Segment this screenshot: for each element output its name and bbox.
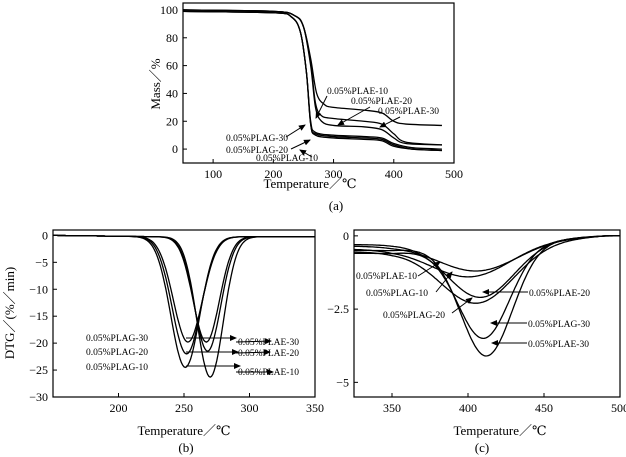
b-xtick-label: 200 <box>110 401 128 415</box>
a-series-0-05-plae-30 <box>182 9 442 127</box>
c-label-plae30: 0.05%PLAE-30 <box>528 340 589 350</box>
a-arrow-plag30 <box>285 124 306 138</box>
c-ytick-label: −2.5 <box>327 302 349 316</box>
c-label-plag10: 0.05%PLAG-10 <box>366 289 428 299</box>
a-xtick-label: 200 <box>264 167 282 181</box>
panel-c-curves <box>353 235 620 357</box>
a-xtick-label: 300 <box>325 167 343 181</box>
panel-b-curves <box>53 234 315 378</box>
a-label-plae30: 0.05%PLAE-30 <box>378 107 439 117</box>
b-series-0-05-plae-30 <box>53 234 315 343</box>
b-ytick-label: −20 <box>29 336 48 350</box>
b-label-plag30: 0.05%PLAG-30 <box>86 334 148 344</box>
c-ytick-label: 0 <box>343 229 349 243</box>
a-ytick-label: 100 <box>160 3 178 17</box>
panel-b: 200 250 300 350 0 −5 −10 −15 −20 −25 −30 Temperatu… <box>2 228 324 455</box>
b-label-plae20: 0.05%PLAE-20 <box>238 349 299 359</box>
c-label-plae20: 0.05%PLAE-20 <box>529 289 590 299</box>
panel-b-xlabel: Temperature／℃ <box>137 423 230 438</box>
b-series-0-05-plag-30 <box>53 234 315 343</box>
b-ytick-label: −30 <box>29 390 48 404</box>
a-arrow-plae10 <box>315 95 328 119</box>
a-label-plag20: 0.05%PLAG-20 <box>226 146 288 156</box>
a-ytick-label: 0 <box>172 142 178 156</box>
b-ytick-label: −5 <box>35 255 48 269</box>
a-label-plag30: 0.05%PLAG-30 <box>226 134 288 144</box>
a-xtick-label: 100 <box>204 167 222 181</box>
panel-a-curves <box>182 9 443 152</box>
panel-b-caption: (b) <box>178 440 193 455</box>
a-arrow-plae30 <box>379 116 401 128</box>
panel-a-ticks: 100 200 300 400 500 0 20 40 60 80 100 <box>160 3 463 181</box>
c-arrow-plag10 <box>435 271 453 293</box>
panel-c-xlabel: Temperature／℃ <box>453 423 546 438</box>
panel-c-frame <box>353 229 621 398</box>
panel-a: 100 200 300 400 500 0 20 40 60 80 100 Temperature／… <box>148 2 463 213</box>
c-xtick-label: 500 <box>611 401 626 415</box>
b-arrow-plae20 <box>235 349 271 356</box>
c-xtick-label: 400 <box>459 401 477 415</box>
a-arrow-plag10 <box>299 149 313 158</box>
c-xtick-label: 350 <box>383 401 401 415</box>
a-arrow-plae20 <box>337 106 371 126</box>
b-arrow-plae30 <box>235 338 272 345</box>
panel-c-ticks: 350 400 450 500 0 −2.5 −5 <box>327 229 626 415</box>
b-ytick-label: −15 <box>29 309 48 323</box>
c-arrow-plag20 <box>451 297 473 314</box>
b-label-plag20: 0.05%PLAG-20 <box>86 348 148 358</box>
b-label-plag10: 0.05%PLAG-10 <box>86 363 148 373</box>
a-ytick-label: 20 <box>166 114 178 128</box>
b-ytick-label: −10 <box>29 282 48 296</box>
b-xtick-label: 300 <box>241 401 259 415</box>
a-series-0-05-plag-30 <box>182 10 442 150</box>
c-label-plag30: 0.05%PLAG-30 <box>528 320 590 330</box>
a-xtick-label: 500 <box>445 167 463 181</box>
a-ytick-label: 60 <box>166 59 178 73</box>
b-xtick-label: 250 <box>175 401 193 415</box>
c-series-0-05-plag-20 <box>354 235 620 304</box>
panel-a-xlabel: Temperature／℃ <box>263 176 356 191</box>
c-series-0-05-plae-30 <box>354 235 620 357</box>
a-arrow-plag20 <box>290 139 311 150</box>
panel-b-ylabel: DTG／(%／min) <box>2 267 17 359</box>
a-series-0-05-plae-20 <box>182 9 443 146</box>
a-label-plae20: 0.05%PLAE-20 <box>351 97 412 107</box>
a-label-plag10: 0.05%PLAG-10 <box>256 154 318 164</box>
c-label-plae10: 0.05%PLAE-10 <box>356 272 417 282</box>
panel-c: 350 400 450 500 0 −2.5 −5 Temperature／℃ (c) 0.… <box>327 229 626 455</box>
b-xtick-label: 350 <box>306 401 324 415</box>
b-ytick-label: −25 <box>29 363 48 377</box>
c-arrow-plae10 <box>417 261 441 277</box>
panel-a-ylabel: Mass／% <box>148 58 163 109</box>
a-xtick-label: 400 <box>385 167 403 181</box>
panel-a-caption: (a) <box>329 198 343 213</box>
c-ytick-label: −5 <box>336 375 349 389</box>
b-ytick-label: 0 <box>42 228 48 242</box>
c-xtick-label: 450 <box>535 401 553 415</box>
panel-c-caption: (c) <box>475 440 489 455</box>
a-label-plae10: 0.05%PLAE-10 <box>327 87 388 97</box>
b-label-plae30: 0.05%PLAE-30 <box>238 338 299 348</box>
panel-b-ticks: 200 250 300 350 0 −5 −10 −15 −20 −25 −30 <box>29 228 324 415</box>
c-label-plag20: 0.05%PLAG-20 <box>383 311 445 321</box>
a-ytick-label: 80 <box>166 31 178 45</box>
panel-a-frame <box>182 2 455 164</box>
b-label-plae10: 0.05%PLAE-10 <box>238 368 299 378</box>
a-ytick-label: 40 <box>166 86 178 100</box>
